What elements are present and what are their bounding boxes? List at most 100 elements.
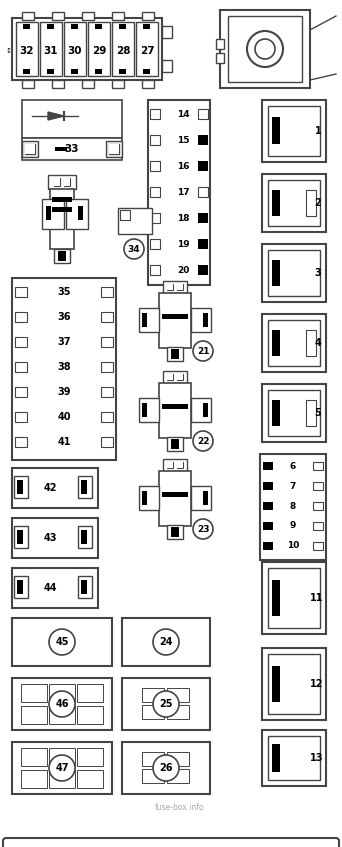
Bar	[268, 320, 320, 366]
Bar	[198, 213, 208, 223]
Bar	[21, 748, 47, 766]
Circle shape	[153, 691, 179, 717]
Bar	[47, 24, 54, 29]
Bar	[52, 207, 72, 212]
Bar	[78, 526, 92, 548]
Text: 39: 39	[57, 387, 71, 397]
Bar	[101, 387, 113, 397]
Bar	[260, 454, 326, 560]
Bar	[167, 769, 189, 783]
Text: 41: 41	[57, 437, 71, 447]
Bar	[167, 688, 189, 702]
Bar	[101, 337, 113, 347]
Circle shape	[153, 629, 179, 655]
Bar	[203, 403, 208, 417]
Bar	[12, 518, 98, 558]
Bar	[101, 412, 113, 422]
Bar	[162, 404, 188, 409]
FancyBboxPatch shape	[3, 838, 339, 847]
Text: 26: 26	[159, 763, 173, 773]
Bar	[16, 22, 38, 76]
Bar	[21, 684, 47, 702]
Text: 40: 40	[57, 412, 71, 422]
Bar	[167, 374, 173, 380]
Bar	[15, 362, 27, 372]
Bar	[77, 748, 103, 766]
Bar	[101, 312, 113, 322]
Circle shape	[193, 519, 213, 539]
Bar	[163, 371, 187, 383]
Bar	[150, 239, 160, 249]
Bar	[272, 330, 280, 356]
Bar	[55, 147, 67, 151]
Bar	[262, 730, 326, 786]
Bar	[177, 462, 183, 468]
Text: 42: 42	[43, 483, 57, 493]
Text: 1: 1	[315, 126, 321, 136]
Text: 34: 34	[128, 245, 140, 253]
Bar	[167, 525, 183, 539]
Bar	[142, 313, 147, 327]
Bar	[119, 24, 126, 29]
Bar	[262, 384, 326, 442]
Bar	[171, 527, 179, 537]
Text: 20: 20	[177, 265, 189, 274]
Bar	[171, 439, 179, 449]
Bar	[150, 161, 160, 171]
Text: 11: 11	[310, 593, 324, 603]
Bar	[167, 462, 173, 468]
Bar	[313, 462, 323, 470]
Text: 23: 23	[197, 524, 209, 534]
Bar	[71, 69, 78, 74]
Bar	[12, 678, 112, 730]
Circle shape	[255, 39, 275, 59]
Bar	[14, 576, 28, 598]
Text: 10: 10	[287, 541, 299, 551]
Bar	[198, 239, 208, 249]
Bar	[150, 213, 160, 223]
Bar	[49, 748, 75, 766]
Bar	[122, 618, 210, 666]
Bar	[15, 337, 27, 347]
Bar	[167, 437, 183, 451]
Text: ↕: ↕	[6, 48, 12, 54]
Bar	[101, 437, 113, 447]
Circle shape	[247, 31, 283, 67]
Bar	[14, 526, 28, 548]
Bar	[17, 530, 23, 544]
Bar	[143, 69, 150, 74]
Text: 28: 28	[116, 46, 130, 56]
Bar	[163, 281, 187, 293]
Bar	[313, 522, 323, 530]
Bar	[23, 69, 30, 74]
Bar	[313, 542, 323, 550]
Bar	[139, 308, 159, 332]
Text: 33: 33	[65, 144, 79, 154]
Text: fuse-box.info: fuse-box.info	[155, 804, 205, 812]
Polygon shape	[48, 112, 64, 120]
Text: 44: 44	[43, 583, 57, 593]
Bar	[191, 308, 211, 332]
Bar	[139, 398, 159, 422]
Bar	[118, 208, 152, 234]
Text: 32: 32	[20, 46, 34, 56]
Bar	[268, 106, 320, 156]
Text: 22: 22	[197, 436, 209, 446]
Bar	[12, 618, 112, 666]
Bar	[25, 144, 35, 154]
Bar	[177, 374, 183, 380]
Text: 30: 30	[68, 46, 82, 56]
Text: 15: 15	[177, 136, 189, 145]
Bar	[64, 22, 86, 76]
Bar	[191, 398, 211, 422]
Bar	[163, 459, 187, 471]
Bar	[120, 210, 130, 220]
Text: 2: 2	[315, 198, 321, 208]
Bar	[143, 24, 150, 29]
Bar	[167, 462, 173, 468]
Text: 24: 24	[159, 637, 173, 647]
Bar	[263, 522, 273, 530]
Bar	[15, 387, 27, 397]
Text: 29: 29	[92, 46, 106, 56]
Bar	[262, 562, 326, 634]
